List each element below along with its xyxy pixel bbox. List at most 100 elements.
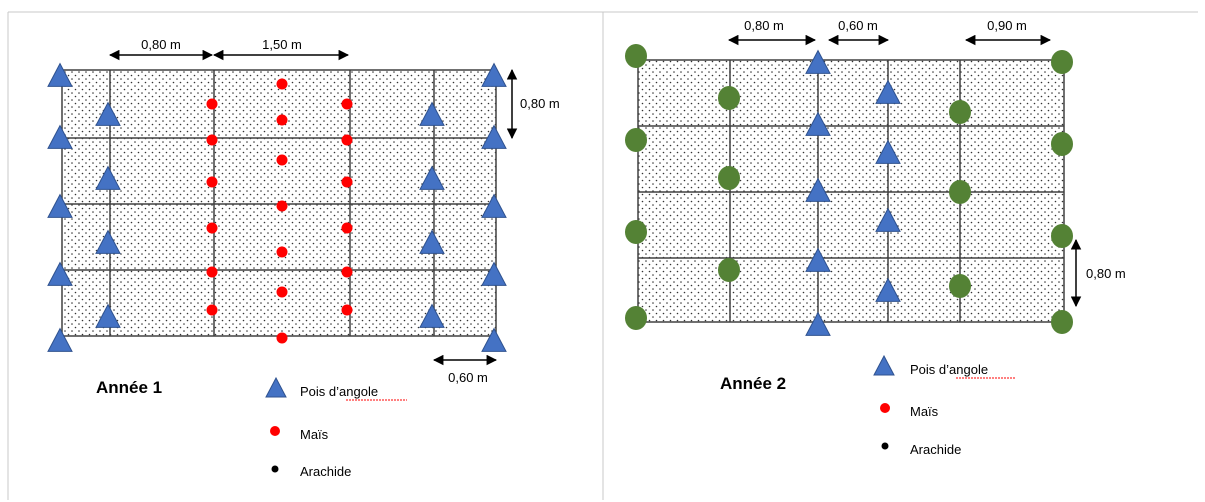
pea-marker	[47, 327, 73, 352]
pea-marker	[481, 327, 507, 352]
groundnut-marker	[1051, 224, 1073, 248]
dim-label: 0,90 m	[987, 18, 1027, 33]
groundnut-marker	[625, 44, 647, 68]
pea-marker	[875, 277, 901, 302]
legend-2: Pois d’angole Maïs Arachide	[873, 354, 1016, 457]
pea-marker	[805, 49, 831, 74]
groundnut-marker	[949, 100, 971, 124]
maize-marker	[276, 114, 288, 126]
pea-marker	[95, 101, 121, 126]
maize-marker	[276, 332, 288, 344]
table-frame	[7, 11, 1198, 500]
panel-year-2: 0,80 m 0,60 m 0,90 m 0,80 m Année 2 Pois…	[625, 18, 1126, 457]
legend-label-pea: Pois d’angole	[910, 362, 988, 377]
groundnut-marker	[949, 180, 971, 204]
dimension-top-mid: 1,50 m	[212, 37, 350, 61]
pea-markers-2	[805, 49, 901, 336]
maize-marker	[276, 246, 288, 258]
groundnut-marker	[718, 258, 740, 282]
dimension-top-left: 0,80 m	[727, 18, 817, 46]
pea-marker	[419, 165, 445, 190]
groundnut-marker	[1051, 50, 1073, 74]
dim-label: 0,80 m	[520, 96, 560, 111]
maize-marker	[341, 222, 353, 234]
pea-markers-1	[47, 62, 507, 352]
pea-marker	[805, 247, 831, 272]
maize-legend-icon	[270, 426, 280, 436]
pea-marker	[481, 62, 507, 87]
pea-marker	[875, 207, 901, 232]
groundnut-legend-icon	[881, 442, 889, 450]
groundnut-marker	[949, 274, 971, 298]
dimension-top-right: 0,90 m	[964, 18, 1052, 46]
maize-marker	[276, 78, 288, 90]
maize-marker	[206, 222, 218, 234]
dim-label: 0,80 m	[1086, 266, 1126, 281]
groundnut-legend-icon	[271, 465, 279, 473]
groundnut-marker	[1051, 310, 1073, 334]
groundnut-marker	[625, 220, 647, 244]
dim-label: 0,60 m	[448, 370, 488, 385]
pea-marker	[481, 261, 507, 286]
maize-markers-1	[206, 78, 353, 344]
maize-legend-icon	[880, 403, 890, 413]
pea-marker	[805, 177, 831, 202]
maize-marker	[276, 286, 288, 298]
pea-marker	[47, 261, 73, 286]
pea-marker	[95, 229, 121, 254]
pea-marker	[481, 124, 507, 149]
groundnut-marker	[718, 166, 740, 190]
pea-marker	[419, 229, 445, 254]
pea-legend-icon	[873, 354, 895, 376]
pea-legend-icon	[265, 376, 287, 398]
pea-marker	[419, 101, 445, 126]
dimension-top-mid: 0,60 m	[827, 18, 890, 46]
pea-marker	[481, 193, 507, 218]
legend-label-pea: Pois d’angole	[300, 384, 378, 399]
pea-marker	[875, 139, 901, 164]
maize-marker	[341, 266, 353, 278]
pea-marker	[95, 165, 121, 190]
pea-marker	[805, 111, 831, 136]
legend-label-groundnut: Arachide	[910, 442, 961, 457]
groundnut-marker	[625, 128, 647, 152]
legend-label-maize: Maïs	[300, 427, 329, 442]
pea-marker	[47, 193, 73, 218]
legend-1: Pois d’angole Maïs Arachide	[265, 376, 407, 479]
panel-year-1: 0,80 m 1,50 m 0,80 m 0,60 m Année 1 Pois…	[47, 37, 560, 479]
pea-marker	[875, 79, 901, 104]
dimension-right: 0,80 m	[506, 68, 560, 140]
pea-marker	[805, 311, 831, 336]
dim-label: 0,80 m	[141, 37, 181, 52]
maize-marker	[341, 176, 353, 188]
dimension-right: 0,80 m	[1070, 238, 1126, 308]
maize-marker	[206, 176, 218, 188]
pea-marker	[47, 62, 73, 87]
year-title: Année 1	[96, 378, 162, 397]
groundnut-marker	[1051, 132, 1073, 156]
maize-marker	[341, 98, 353, 110]
dim-label: 1,50 m	[262, 37, 302, 52]
pea-marker	[95, 303, 121, 328]
field-plot-2	[637, 59, 1065, 323]
maize-marker	[206, 134, 218, 146]
groundnut-marker	[625, 306, 647, 330]
dimension-top-left: 0,80 m	[108, 37, 214, 61]
dimension-bottom-right: 0,60 m	[432, 354, 498, 385]
groundnut-marker	[718, 86, 740, 110]
maize-marker	[206, 304, 218, 316]
pea-marker	[47, 124, 73, 149]
legend-label-groundnut: Arachide	[300, 464, 351, 479]
maize-marker	[206, 98, 218, 110]
dim-label: 0,80 m	[744, 18, 784, 33]
maize-marker	[341, 304, 353, 316]
legend-label-maize: Maïs	[910, 404, 939, 419]
maize-marker	[341, 134, 353, 146]
dim-label: 0,60 m	[838, 18, 878, 33]
maize-marker	[276, 154, 288, 166]
year-title: Année 2	[720, 374, 786, 393]
maize-marker	[206, 266, 218, 278]
pea-marker	[419, 303, 445, 328]
maize-marker	[276, 200, 288, 212]
